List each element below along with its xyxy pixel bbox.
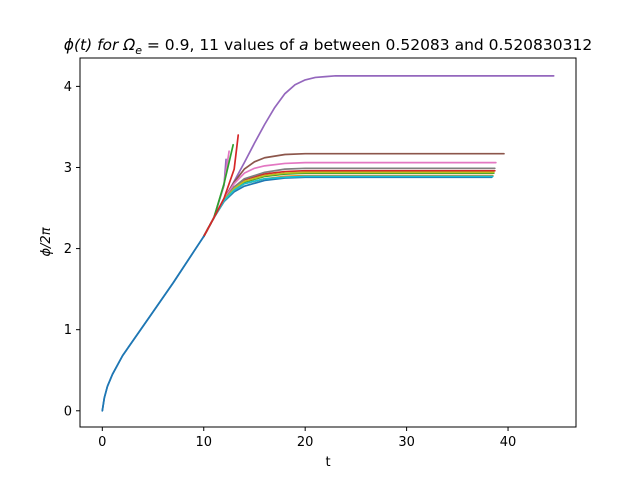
- y-axis-label-pi: π: [39, 227, 54, 235]
- plot-area: [101, 74, 555, 412]
- x-tick-label: 20: [297, 435, 314, 450]
- y-tick-label: 2: [64, 242, 72, 257]
- y-tick-label: 1: [64, 323, 72, 338]
- series-line-15: [101, 235, 205, 412]
- axes-frame: [79, 57, 577, 428]
- x-tick-label: 10: [195, 435, 212, 450]
- x-tick-label: 40: [500, 435, 517, 450]
- x-tick-label: 0: [98, 435, 106, 450]
- series-line-14: [202, 134, 240, 238]
- chart-title: ϕ(t) for Ωe = 0.9, 11 values of a betwee…: [64, 36, 592, 57]
- y-tick-label: 0: [64, 404, 72, 419]
- title-prefix: ϕ(t) for Ω: [64, 36, 136, 54]
- title-mid: = 0.9, 11 values of: [142, 36, 299, 54]
- title-suffix: between 0.52083 and 0.520830312: [309, 36, 593, 54]
- y-tick-label: 4: [64, 80, 72, 95]
- title-a-symbol: a: [299, 36, 309, 54]
- title-subscript: e: [135, 44, 142, 57]
- y-tick-label: 3: [64, 161, 72, 176]
- x-axis-label: t: [325, 455, 330, 470]
- x-tick-label: 30: [398, 435, 415, 450]
- y-axis-label: ϕ/2π: [39, 227, 54, 256]
- y-axis-label-text: ϕ/2: [39, 235, 54, 256]
- axis-ticks: 0 10 20 30 40 0 1 2 3 4: [64, 80, 517, 450]
